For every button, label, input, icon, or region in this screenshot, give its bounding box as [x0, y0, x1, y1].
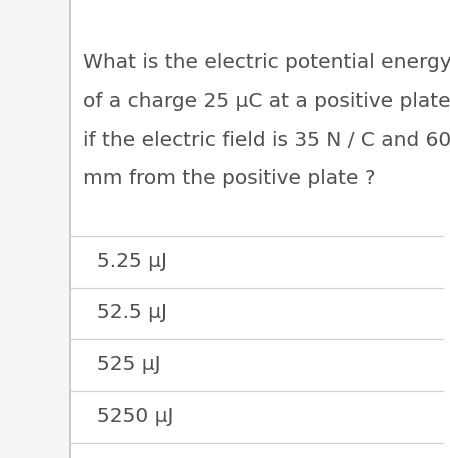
Text: 5.25 μJ: 5.25 μJ [97, 251, 167, 271]
Text: 5250 μJ: 5250 μJ [97, 407, 173, 426]
Text: of a charge 25 μC at a positive plate: of a charge 25 μC at a positive plate [83, 92, 450, 110]
Text: 525 μJ: 525 μJ [97, 355, 160, 374]
Text: if the electric field is 35 N / C and 60: if the electric field is 35 N / C and 60 [83, 131, 450, 149]
Bar [70, 0, 450, 458]
Text: mm from the positive plate ?: mm from the positive plate ? [83, 169, 376, 188]
Text: 52.5 μJ: 52.5 μJ [97, 303, 167, 322]
Text: What is the electric potential energy: What is the electric potential energy [83, 53, 450, 71]
